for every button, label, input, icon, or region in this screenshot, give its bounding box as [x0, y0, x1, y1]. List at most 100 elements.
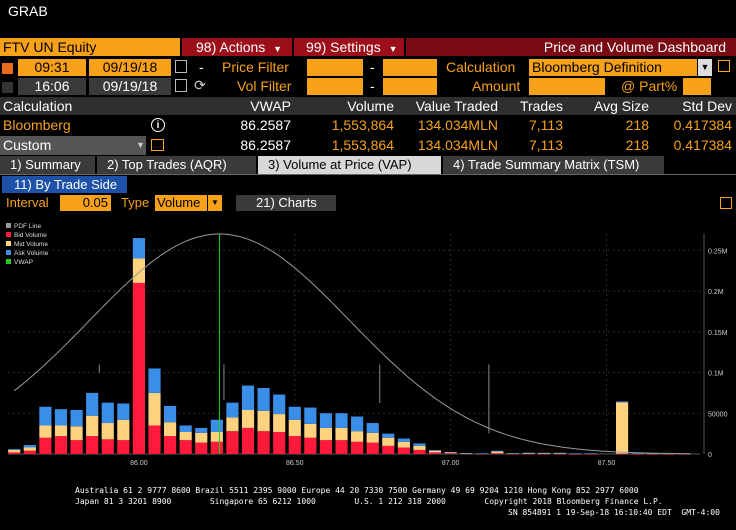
bar-mid [195, 432, 208, 443]
bar-mid [101, 423, 114, 440]
bar-bid [70, 440, 83, 454]
bar-bid [319, 440, 333, 454]
settings-menu[interactable]: 99) Settings ▼ [294, 38, 404, 56]
actions-label: 98) Actions [196, 39, 266, 55]
volume-at-price-chart: 0 50000 0.1M 0.15M 0.2M 0.25M 86.00 86.50 87.00… [0, 212, 736, 484]
type-dropdown-icon[interactable]: ▼ [208, 195, 222, 211]
calculation-select[interactable]: Bloomberg Definition [529, 59, 697, 76]
bar-ask [647, 453, 660, 454]
refresh-icon[interactable]: ⟳ [194, 77, 206, 93]
bar-mid [382, 437, 395, 446]
vol-filter-min[interactable] [307, 78, 363, 95]
price-filter-max[interactable] [383, 59, 437, 76]
pdf-line [13, 233, 691, 455]
tab-top-trades[interactable]: 2) Top Trades (AQR) [97, 156, 257, 174]
col-volume: Volume [347, 98, 394, 114]
row2-indicator[interactable] [2, 82, 13, 93]
bar-bid [54, 436, 68, 454]
bar-mid [210, 432, 223, 442]
bar-bid [538, 453, 551, 455]
bar-bid [241, 427, 255, 454]
calendar-icon[interactable] [175, 60, 187, 73]
bar-bid [8, 452, 21, 454]
bar-bid [631, 453, 644, 455]
info-icon[interactable]: i [151, 118, 165, 132]
col-value-traded: Value Traded [415, 98, 498, 114]
type-select[interactable]: Volume [155, 195, 207, 211]
bar-mid [397, 441, 410, 448]
calendar-icon-2[interactable] [175, 79, 187, 92]
amount-field[interactable] [529, 78, 605, 95]
bar-ask [444, 451, 457, 453]
bar-bid [506, 453, 520, 455]
table-row[interactable]: Bloomberg i 86.2587 1,553,864 134.034MLN… [0, 116, 736, 135]
legend-swatch [6, 259, 11, 264]
bar-ask [54, 409, 68, 426]
bar-mid [148, 392, 161, 426]
start-time-field[interactable]: 09:31 [18, 59, 86, 76]
end-date-field[interactable]: 09/19/18 [89, 78, 171, 95]
row1-indicator[interactable] [2, 63, 13, 74]
bar-mid [39, 425, 52, 438]
bar-bid [553, 453, 566, 455]
security-field[interactable]: FTV UN Equity [0, 38, 180, 56]
bar-mid [538, 453, 551, 454]
tab-summary[interactable]: 1) Summary [0, 156, 96, 174]
bar-bid [647, 453, 660, 455]
vol-filter-max[interactable] [383, 78, 437, 95]
start-date-field[interactable]: 09/19/18 [89, 59, 171, 76]
bar-mid [54, 425, 68, 437]
charts-button[interactable]: 21) Charts [236, 195, 336, 211]
x-tick-label: 86.00 [130, 460, 148, 467]
bar-mid [491, 451, 504, 454]
bar-mid [444, 452, 457, 454]
bar-bid [615, 453, 629, 455]
interval-field[interactable]: 0.05 [60, 195, 111, 211]
y-tick-label: 0.25M [708, 248, 728, 255]
legend-swatch [6, 241, 11, 246]
bar-bid [444, 453, 457, 454]
export-chart-icon[interactable] [720, 197, 732, 209]
export-icon[interactable] [151, 139, 164, 151]
legend-swatch [6, 223, 11, 228]
x-tick-label: 86.50 [286, 460, 304, 467]
dashboard-header: Price and Volume Dashboard [406, 38, 736, 56]
bar-mid [179, 432, 192, 441]
price-filter-min[interactable] [307, 59, 363, 76]
end-time-field[interactable]: 16:06 [18, 78, 86, 95]
bar-ask [304, 407, 317, 424]
bar-ask [148, 368, 161, 393]
part-field[interactable] [683, 78, 711, 95]
bar-bid [413, 449, 426, 454]
subtab-by-trade-side[interactable]: 11) By Trade Side [2, 176, 127, 193]
footer-line3: SN 854891 1 19-Sep-18 16:10:40 EDT GMT-4… [508, 508, 720, 517]
x-tick-label: 87.00 [442, 460, 460, 467]
bar-mid [351, 431, 364, 442]
edit-icon-1[interactable] [718, 60, 730, 72]
bar-mid [8, 449, 21, 453]
tab-volume-at-price[interactable]: 3) Volume at Price (VAP) [258, 156, 442, 174]
actions-menu[interactable]: 98) Actions ▼ [182, 38, 292, 56]
bar-bid [678, 453, 691, 455]
custom-select[interactable]: Custom [0, 136, 146, 155]
bar-bid [210, 441, 223, 454]
bar-ask [319, 413, 333, 428]
tab-trade-summary-matrix[interactable]: 4) Trade Summary Matrix (TSM) [443, 156, 665, 174]
bar-ask [584, 453, 597, 454]
row-std: 0.417384 [673, 117, 732, 133]
bar-ask [86, 392, 99, 416]
bar-bid [39, 437, 52, 454]
settings-dropdown-icon: ▼ [388, 44, 398, 54]
x-tick-label: 87.50 [598, 460, 616, 467]
bar-mid [226, 417, 239, 432]
bar-ask [506, 453, 520, 454]
table-row[interactable]: Custom ▼ 86.2587 1,553,864 134.034MLN 7,… [0, 136, 736, 155]
custom-dropdown-icon[interactable]: ▼ [136, 140, 145, 150]
row-trades: 7,113 [529, 117, 563, 133]
y-tick-label: 0.1M [708, 371, 724, 378]
bar-mid [335, 427, 348, 441]
bar-bid [101, 439, 114, 454]
calculation-dropdown-icon[interactable]: ▼ [698, 59, 712, 76]
bar-ask [132, 238, 145, 259]
part-label: @ Part% [621, 78, 678, 94]
